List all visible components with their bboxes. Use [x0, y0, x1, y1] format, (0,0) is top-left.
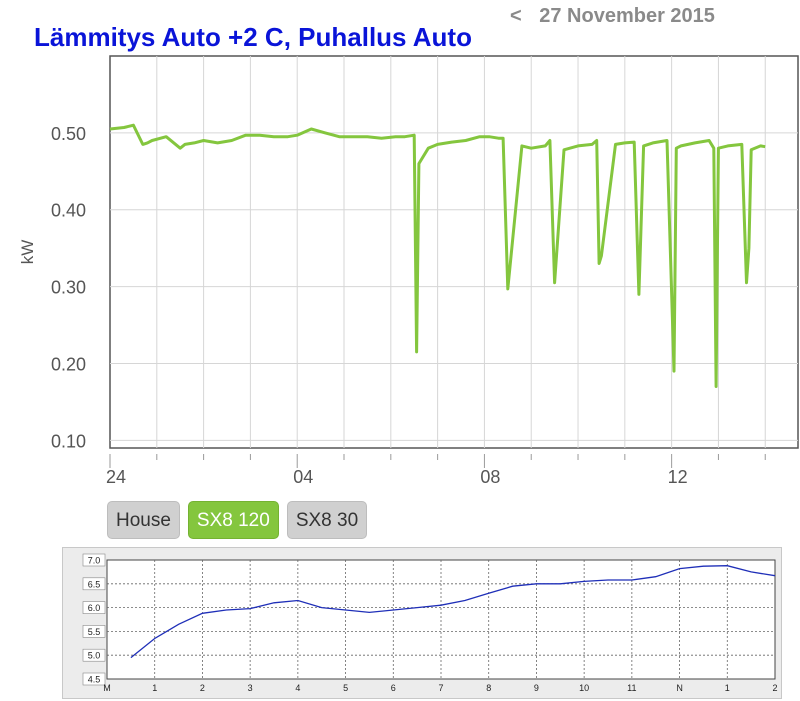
temperature-panel: 4.5 5.0 5.5 6.0 6.5 7.0 M 1 2 3 4 5 6 7 8 9 10 11 N 1 2 — [62, 547, 782, 699]
current-date: 27 November 2015 — [539, 5, 715, 27]
date-navigator: < 27 November 2015 — [510, 5, 715, 28]
y-tick-label: 0.10 — [51, 431, 86, 451]
y-tick-label: 0.20 — [51, 354, 86, 374]
mini-y-tick-label: 4.5 — [88, 675, 101, 685]
prev-day-arrow-icon[interactable]: < — [510, 5, 522, 27]
mini-x-tick-label: 9 — [534, 683, 539, 693]
house-button[interactable]: House — [107, 501, 180, 539]
y-axis-label: kW — [18, 240, 37, 265]
mini-x-tick-label: 3 — [248, 683, 253, 693]
mini-y-label-box — [82, 577, 106, 591]
plot-area — [109, 55, 799, 449]
mini-plot-area — [106, 559, 776, 680]
mini-x-tick-label: 8 — [486, 683, 491, 693]
mini-y-tick-label: 5.0 — [88, 651, 101, 661]
mini-x-tick-label: 1 — [152, 683, 157, 693]
power-line-chart: 0.10 0.20 0.30 0.40 0.50 kW 24 04 08 12 — [18, 55, 799, 487]
mini-x-tick-label: 10 — [579, 683, 589, 693]
mini-y-tick-label: 5.5 — [88, 627, 101, 637]
mini-x-tick-label: 1 — [725, 683, 730, 693]
device-selector: House SX8 120 SX8 30 — [107, 501, 368, 539]
x-tick-label: 08 — [480, 467, 500, 487]
temperature-line-chart: 4.5 5.0 5.5 6.0 6.5 7.0 M 1 2 3 4 5 6 7 8 9 10 11 N 1 2 — [82, 553, 778, 693]
y-tick-label: 0.40 — [51, 201, 86, 221]
x-tick-label: 12 — [668, 467, 688, 487]
mini-y-tick-label: 6.5 — [88, 579, 101, 589]
mini-y-label-box — [82, 625, 106, 638]
mini-x-tick-label: N — [676, 683, 683, 693]
mini-x-tick-label: 5 — [343, 683, 348, 693]
x-tick-label: 24 — [106, 467, 126, 487]
mini-y-label-box — [82, 553, 106, 567]
power-series-line — [109, 123, 766, 388]
y-tick-label: 0.50 — [51, 124, 86, 144]
mini-x-tick-label: 11 — [627, 683, 636, 693]
mini-y-tick-label: 7.0 — [88, 556, 101, 566]
sx8-120-button[interactable]: SX8 120 — [187, 501, 279, 539]
mini-x-tick-label: 6 — [391, 683, 396, 693]
sx8-30-button[interactable]: SX8 30 — [286, 501, 368, 539]
chart-title: Lämmitys Auto +2 C, Puhallus Auto — [34, 22, 472, 52]
mini-x-tick-label: M — [103, 683, 111, 693]
mini-y-label-box — [82, 648, 106, 662]
y-tick-label: 0.30 — [51, 278, 86, 298]
mini-y-tick-label: 6.0 — [88, 603, 101, 613]
temperature-series-line — [130, 565, 776, 659]
mini-x-tick-label: 2 — [772, 683, 777, 693]
mini-x-tick-label: 2 — [200, 683, 205, 693]
mini-x-tick-label: 7 — [438, 683, 443, 693]
mini-y-label-box — [82, 601, 106, 614]
mini-x-tick-label: 4 — [295, 683, 300, 693]
x-tick-label: 04 — [293, 467, 313, 487]
mini-y-label-box — [82, 672, 106, 686]
